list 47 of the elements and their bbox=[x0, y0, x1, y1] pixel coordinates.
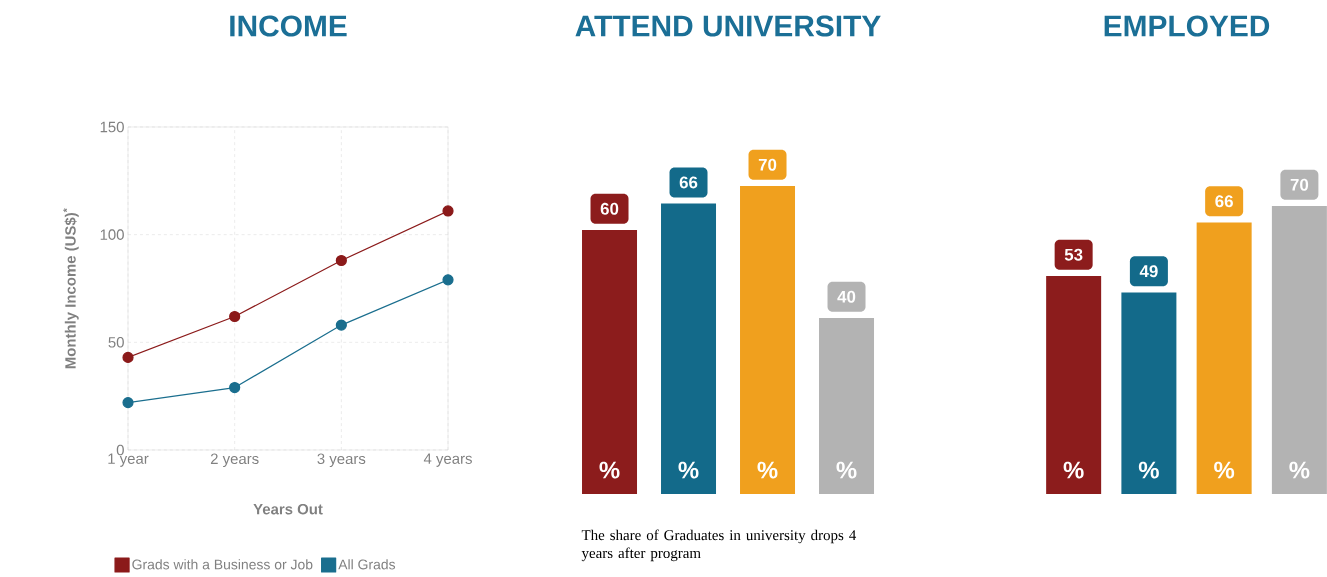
y-tick-label: 50 bbox=[108, 337, 124, 348]
point bbox=[229, 310, 241, 323]
x-tick-label: 2 years bbox=[210, 453, 259, 468]
bar bbox=[1271, 205, 1327, 494]
point bbox=[122, 397, 134, 409]
text: The share of Graduates in university drops 4 years after program bbox=[581, 529, 857, 562]
data-label: 53 bbox=[1064, 248, 1083, 261]
annotation: % bbox=[1289, 461, 1310, 479]
point bbox=[229, 381, 241, 394]
x-tick-label: 4 years bbox=[423, 453, 472, 467]
bar bbox=[582, 229, 638, 494]
data-label: 66 bbox=[1215, 195, 1233, 208]
bar bbox=[1046, 275, 1102, 494]
data-label: 60 bbox=[600, 202, 619, 215]
point bbox=[122, 351, 134, 363]
data-label: 66 bbox=[679, 176, 698, 189]
chart-title: ATTEND UNIVERSITY bbox=[575, 15, 881, 37]
annotation: % bbox=[599, 461, 620, 479]
bar bbox=[819, 317, 875, 494]
point bbox=[335, 319, 347, 331]
annotation: % bbox=[757, 461, 778, 479]
chart-title: INCOME bbox=[230, 15, 347, 37]
bar bbox=[1121, 292, 1177, 494]
bar bbox=[1196, 222, 1252, 494]
point bbox=[442, 205, 454, 217]
chart-title: EMPLOYED bbox=[1104, 15, 1270, 37]
point bbox=[335, 254, 347, 267]
y-tick-label: 0 bbox=[116, 444, 124, 456]
data-label: 70 bbox=[758, 158, 777, 171]
x-axis-title: Years Out bbox=[253, 503, 323, 515]
legend-label: All Grads bbox=[338, 559, 396, 570]
y-tick-label: 150 bbox=[100, 121, 124, 133]
bar bbox=[740, 185, 796, 494]
bar bbox=[661, 203, 717, 494]
data-label: 40 bbox=[837, 290, 856, 303]
annotation: % bbox=[1063, 461, 1084, 479]
data-label: 49 bbox=[1139, 265, 1158, 278]
annotation: % bbox=[1138, 461, 1159, 479]
annotation: % bbox=[1214, 461, 1235, 479]
annotation: % bbox=[678, 461, 699, 479]
legend-label: Grads with a Business or Job bbox=[132, 559, 313, 570]
data-label: 70 bbox=[1290, 178, 1309, 191]
x-tick-label: 3 years bbox=[317, 453, 366, 468]
point bbox=[442, 274, 454, 286]
y-tick-label: 100 bbox=[100, 229, 124, 240]
annotation: % bbox=[836, 461, 857, 479]
y-axis-title: Monthly Income (US$)$^{*}$ bbox=[63, 208, 79, 369]
